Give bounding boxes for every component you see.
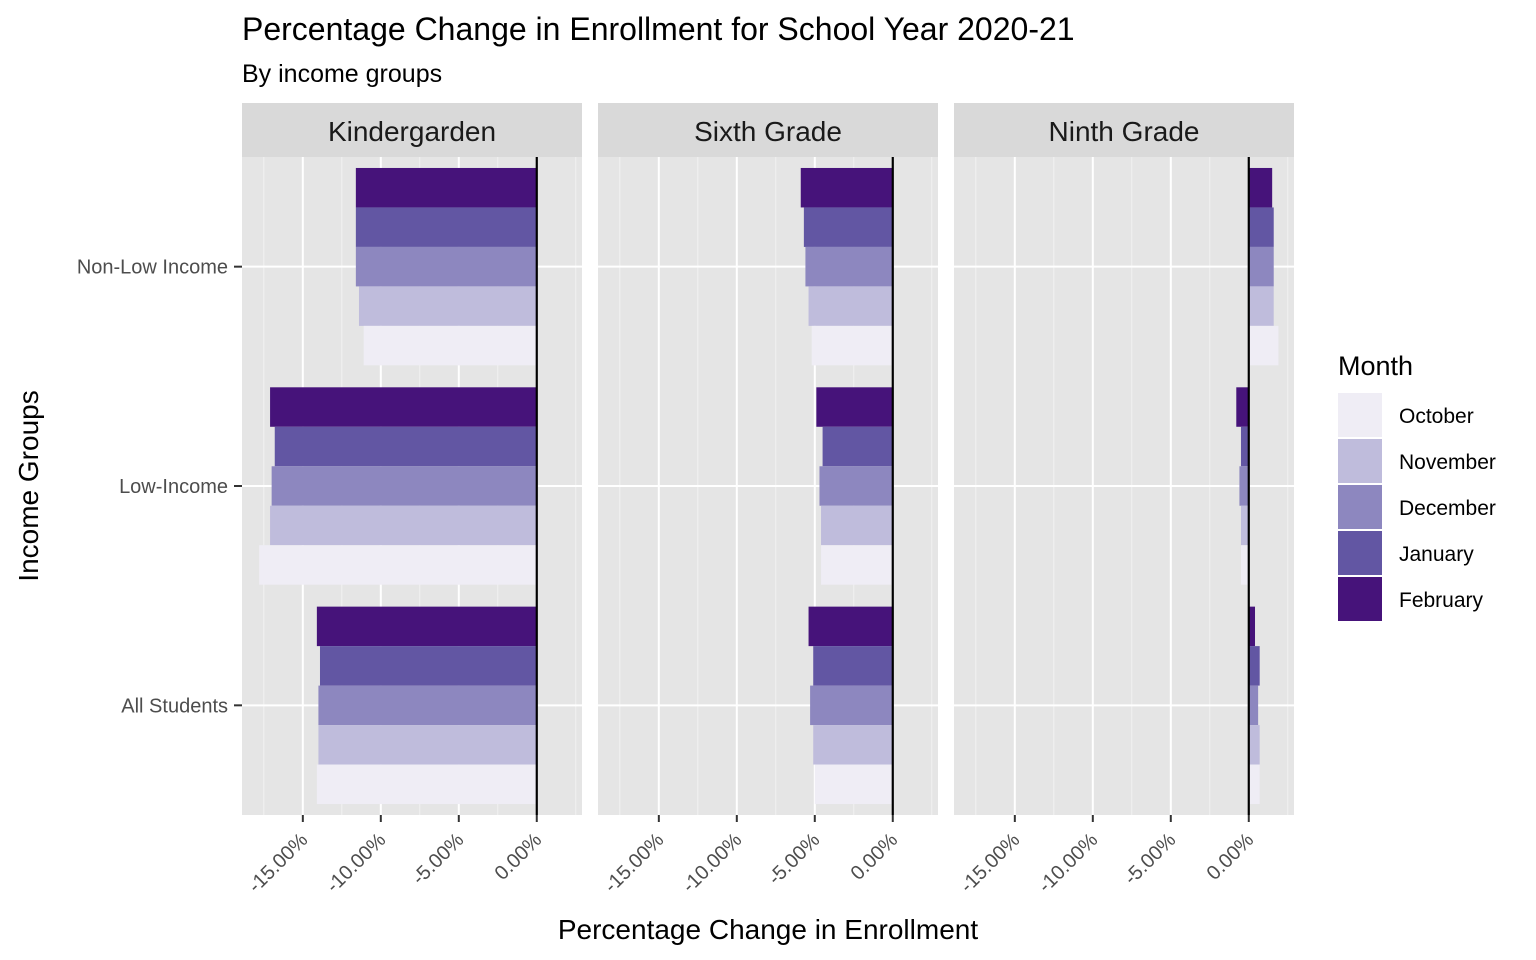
legend: Month October November December January Febr…	[1338, 351, 1496, 621]
x-tick-label: 0.00%	[491, 829, 547, 885]
legend-key-october	[1338, 393, 1382, 437]
x-axis-title: Percentage Change in Enrollment	[558, 914, 978, 945]
facets-layer: Kindergarden-15.00% -10.00% -5.00% 0.00%Six…	[242, 103, 1294, 897]
legend-label-october: October	[1399, 405, 1474, 428]
bar-february-low-income	[270, 387, 537, 427]
y-axis: Non-Low Income Low-Income All Students	[77, 257, 242, 717]
x-tick-label: -10.00%	[322, 829, 390, 897]
chart-subtitle: By income groups	[242, 60, 442, 88]
legend-label-february: February	[1399, 589, 1484, 612]
legend-key-february	[1338, 577, 1382, 621]
facet-strip-label: Sixth Grade	[694, 116, 842, 147]
bar-february-all-students	[1248, 606, 1256, 647]
bar-february-all-students	[316, 606, 537, 647]
y-tick-label-low-income: Low-Income	[119, 476, 228, 498]
legend-key-december	[1338, 485, 1382, 529]
y-tick-label-non-low-income: Non-Low Income	[77, 257, 228, 279]
bar-december-all-students	[1248, 685, 1259, 726]
facet-strip	[242, 103, 582, 157]
bar-december-non-low-income	[805, 246, 893, 287]
bar-january-non-low-income	[1248, 207, 1274, 247]
bar-october-low-income	[821, 545, 893, 585]
legend-key-november	[1338, 439, 1382, 483]
bar-november-all-students	[813, 725, 893, 765]
x-tick-label: -10.00%	[678, 829, 746, 897]
legend-label-january: January	[1399, 543, 1474, 566]
bar-january-low-income	[274, 426, 537, 467]
bar-february-low-income	[1236, 387, 1249, 427]
bar-december-low-income	[1239, 466, 1249, 506]
bar-january-all-students	[813, 646, 893, 686]
legend-key-january	[1338, 531, 1382, 575]
bar-october-all-students	[316, 764, 537, 805]
legend-label-december: December	[1399, 497, 1496, 520]
bar-october-low-income	[259, 545, 537, 585]
x-tick-label: -5.00%	[1120, 829, 1181, 890]
facet-strip-label: Kindergarden	[328, 116, 496, 147]
bar-november-non-low-income	[1248, 286, 1274, 326]
bar-november-non-low-income	[358, 286, 537, 326]
bar-january-all-students	[1248, 646, 1260, 686]
bar-january-non-low-income	[803, 207, 893, 247]
bar-february-all-students	[808, 606, 893, 647]
bar-december-all-students	[318, 685, 537, 726]
x-tick-label: -15.00%	[956, 829, 1024, 897]
bar-november-all-students	[1248, 725, 1260, 765]
bar-october-non-low-income	[1248, 325, 1279, 366]
bar-february-non-low-income	[1248, 167, 1273, 208]
bar-november-non-low-income	[808, 286, 893, 326]
facet-kindergarden: Kindergarden -15.00% -10.00% -5.00% 0.00%	[242, 103, 582, 897]
bar-december-non-low-income	[355, 246, 537, 287]
x-tick-label: 0.00%	[1203, 829, 1259, 885]
bar-october-non-low-income	[811, 325, 893, 366]
bar-january-non-low-income	[355, 207, 537, 247]
legend-title: Month	[1338, 351, 1413, 381]
bar-january-all-students	[319, 646, 537, 686]
bar-november-all-students	[318, 725, 537, 765]
x-tick-label: -15.00%	[600, 829, 668, 897]
x-tick-label: -5.00%	[764, 829, 825, 890]
bar-february-non-low-income	[355, 167, 537, 208]
bar-october-all-students	[814, 764, 893, 805]
x-tick-label: -15.00%	[244, 829, 312, 897]
y-tick-label-all-students: All Students	[121, 695, 228, 717]
bar-december-low-income	[271, 466, 537, 506]
bar-january-low-income	[822, 426, 893, 467]
facet-ninth-grade: Ninth Grade -15.00% -10.00% -5.00% 0.00%	[954, 103, 1294, 897]
bar-december-low-income	[819, 466, 893, 506]
y-axis-title: Income Groups	[13, 390, 44, 581]
legend-label-november: November	[1399, 451, 1496, 474]
bar-october-low-income	[1240, 545, 1249, 585]
bar-december-all-students	[810, 685, 893, 726]
x-tick-label: -10.00%	[1034, 829, 1102, 897]
bar-november-low-income	[821, 505, 893, 546]
bar-january-low-income	[1240, 426, 1249, 467]
bar-december-non-low-income	[1248, 246, 1274, 287]
bar-november-low-income	[1240, 505, 1249, 546]
bar-february-low-income	[816, 387, 893, 427]
x-tick-label: -5.00%	[408, 829, 469, 890]
bar-october-all-students	[1248, 764, 1260, 805]
bar-february-non-low-income	[800, 167, 893, 208]
chart-title: Percentage Change in Enrollment for Scho…	[242, 11, 1075, 47]
facet-sixth-grade: Sixth Grade -15.00% -10.00% -5.00% 0.00%	[598, 103, 938, 897]
bar-october-non-low-income	[363, 325, 537, 366]
facet-strip-label: Ninth Grade	[1049, 116, 1200, 147]
bar-november-low-income	[270, 505, 537, 546]
facet-strip	[954, 103, 1294, 157]
x-tick-label: 0.00%	[847, 829, 903, 885]
facet-strip	[598, 103, 938, 157]
